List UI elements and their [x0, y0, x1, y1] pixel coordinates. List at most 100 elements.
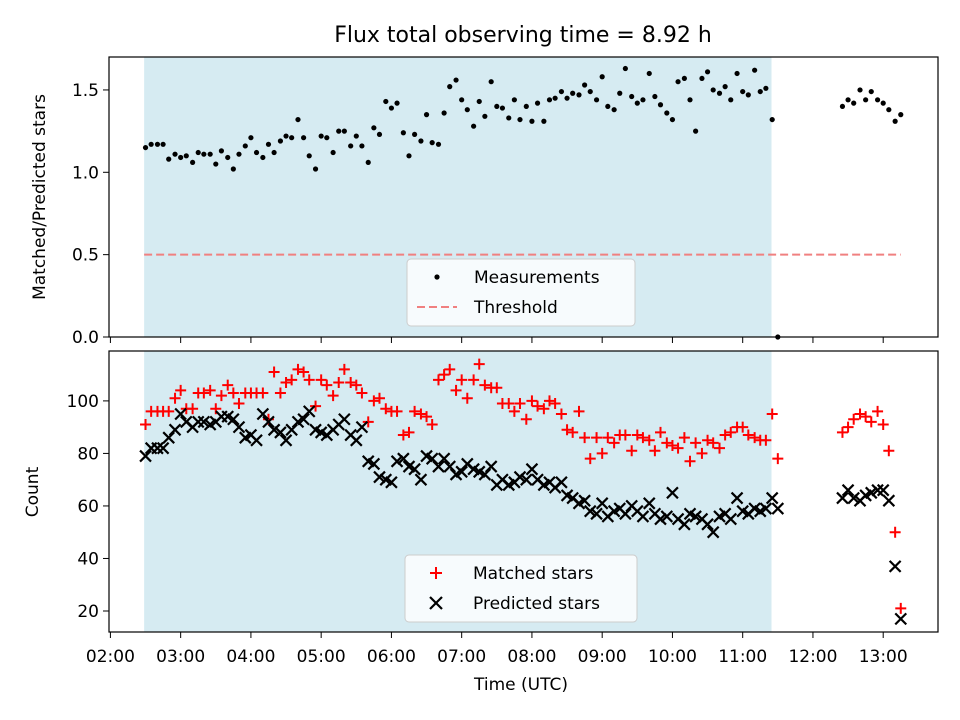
predicted-star-point [771, 502, 785, 515]
predicted-star-point [765, 491, 779, 505]
measurement-point [488, 79, 494, 85]
measurement-point [874, 97, 881, 103]
matched-star-point [280, 377, 292, 389]
measurement-point [605, 103, 611, 110]
matched-star-point [286, 374, 298, 386]
measurement-point [394, 100, 400, 106]
top-x-axis-ticks [109, 337, 884, 343]
matched-star-point [602, 432, 614, 444]
measurement-point [435, 141, 442, 147]
predicted-star-point [520, 473, 533, 486]
measurement-point [459, 97, 465, 103]
measurement-point [851, 100, 857, 106]
matched-star-point [549, 398, 561, 410]
predicted-star-point [871, 483, 884, 497]
predicted-star-point [882, 494, 896, 507]
matched-star-point [690, 437, 702, 449]
matched-star-point [473, 358, 485, 370]
predicted-star-point [227, 413, 240, 426]
matched-star-point [350, 379, 362, 391]
matched-star-point [310, 400, 322, 412]
matched-star-point [327, 390, 339, 402]
predicted-star-point [162, 431, 175, 444]
bottom-x-axis-ticks: 02:00 03:00 04:00 05:00 06:00 07:00 08:00 09:00… [86, 632, 908, 667]
predicted-star-point [373, 470, 386, 484]
measurement-point [406, 153, 412, 159]
predicted-star-point [706, 525, 720, 539]
measurement-point [183, 153, 189, 159]
matched-star-point [421, 411, 433, 423]
measurement-point [564, 95, 570, 101]
matched-star-point [596, 447, 608, 459]
matched-star-point [227, 387, 239, 399]
measurement-point [353, 133, 359, 139]
predicted-star-point [156, 441, 170, 455]
matched-star-point [696, 447, 708, 459]
measurement-point [546, 97, 553, 103]
matched-star-point [409, 405, 421, 417]
measurement-point [429, 140, 435, 146]
matched-star-point [567, 426, 579, 438]
measurement-point [898, 112, 904, 118]
measurement-point [178, 154, 184, 161]
measurement-point [863, 97, 869, 103]
measurement-point [664, 110, 670, 116]
matched-star-point [479, 379, 491, 391]
bottom-y-tick-label: 100 [67, 392, 99, 412]
predicted-star-point [888, 560, 902, 573]
matched-star-point [461, 392, 473, 404]
matched-star-point [397, 429, 409, 441]
matched-star-point [766, 408, 778, 420]
measurement-point [523, 103, 529, 110]
legend-predicted-label: Predicted stars [473, 594, 600, 614]
measurement-point [207, 151, 213, 157]
top-y-tick-label: 1.5 [72, 81, 99, 101]
predicted-star-point [724, 512, 738, 526]
measurement-point [253, 149, 260, 156]
predicted-star-point [197, 415, 211, 429]
matched-star-point [649, 445, 661, 457]
measurement-point [599, 74, 605, 80]
predicted-star-point [262, 415, 275, 429]
predicted-star-point [689, 510, 702, 523]
matched-star-point [426, 419, 438, 431]
x-tick-label: 09:00 [578, 647, 627, 667]
predicted-star-point [484, 460, 498, 473]
bottom-legend: Matched stars Predicted stars [404, 554, 638, 623]
top-y-tick-label: 0.0 [72, 328, 99, 348]
matched-star-point [561, 424, 573, 436]
measurement-point [230, 166, 236, 172]
matched-star-point [584, 453, 596, 465]
predicted-star-point [250, 434, 263, 447]
predicted-star-point [847, 491, 860, 505]
predicted-star-point [525, 462, 539, 476]
matched-star-point [702, 434, 714, 446]
measurement-point [336, 128, 342, 134]
matched-star-point [338, 363, 350, 375]
matched-star-point [725, 426, 737, 438]
matched-star-point [848, 413, 860, 425]
measurement-point [271, 149, 277, 156]
measurement-point [464, 107, 470, 113]
measurement-point [318, 133, 324, 139]
matched-star-point [345, 377, 357, 389]
measurement-point [652, 93, 658, 100]
matched-star-point [626, 445, 638, 457]
measurement-point [740, 88, 746, 95]
measurement-point [506, 115, 512, 121]
measurement-point [558, 88, 565, 95]
measurement-point [728, 97, 734, 103]
matched-star-point [415, 408, 427, 420]
measurement-point [634, 100, 640, 106]
predicted-star-point [841, 483, 855, 497]
measurement-point [857, 87, 863, 93]
x-tick-label: 02:00 [86, 647, 135, 667]
matched-star-point [889, 526, 901, 538]
matched-star-point [215, 390, 227, 402]
legend-matched-label: Matched stars [473, 564, 593, 584]
measurement-point [412, 131, 418, 138]
measurement-point [277, 138, 284, 144]
x-tick-label: 07:00 [437, 647, 486, 667]
bottom-y-tick-label: 60 [77, 497, 99, 517]
measurement-point [617, 90, 623, 96]
